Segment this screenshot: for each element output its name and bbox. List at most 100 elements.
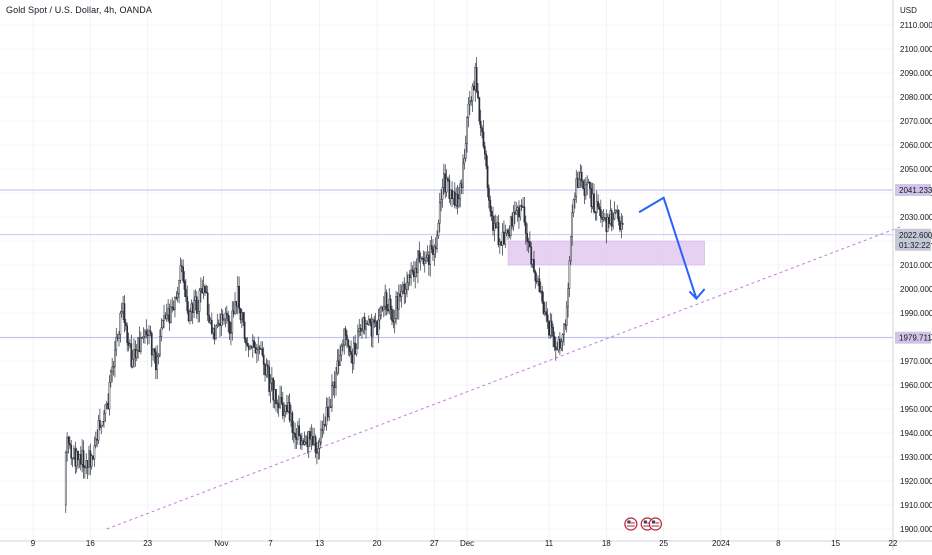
candle-body (94, 438, 97, 446)
candle-body (545, 311, 548, 316)
flag-canton (627, 520, 631, 524)
last-price-label: 2022.600 (899, 231, 932, 240)
price-tick-label: 1900.000 (900, 525, 932, 534)
candle-body (149, 330, 152, 334)
candle-body (155, 351, 157, 371)
candle-body (436, 235, 438, 249)
candle-body (473, 85, 475, 91)
candle-body (88, 450, 90, 468)
candle-body (133, 349, 135, 360)
candle-body (309, 431, 311, 440)
candle-body (589, 181, 591, 189)
candle-body (73, 448, 75, 459)
candle-body (206, 292, 209, 316)
candle-body (365, 323, 367, 330)
candle-body (359, 328, 362, 332)
candle-body (493, 223, 496, 231)
candle-body (182, 266, 185, 282)
candle-body (92, 455, 94, 460)
candle-body (556, 348, 559, 351)
candle-body (483, 146, 486, 155)
candle-body (307, 431, 310, 447)
time-tick-label: 11 (545, 539, 554, 548)
candle-body (584, 184, 587, 196)
candle-body (590, 188, 593, 207)
candle-body (501, 231, 504, 246)
candle-body (432, 248, 434, 255)
time-tick-label: Dec (460, 539, 474, 548)
candle-body (428, 254, 430, 265)
candle-body (376, 321, 378, 335)
candle-body (538, 278, 541, 292)
candle-body (358, 328, 361, 332)
candle-body (367, 319, 370, 325)
candle-body (225, 312, 228, 316)
candle-body (235, 301, 238, 307)
candle-body (135, 350, 138, 359)
candle-body (546, 314, 549, 322)
candle-body (477, 90, 479, 98)
candle-body (554, 346, 557, 350)
candle-body (363, 317, 366, 330)
candle-body (303, 441, 306, 445)
candle-body (448, 179, 451, 199)
candle-body (449, 189, 452, 199)
time-tick-label: 22 (888, 539, 897, 548)
level-label-bg (895, 331, 931, 344)
candle-body (273, 389, 276, 401)
candle-body (443, 173, 445, 188)
candle-body (93, 445, 96, 460)
horizontal-levels (0, 189, 893, 339)
candle-body (496, 222, 498, 228)
candle-body (529, 241, 531, 248)
candle-body (582, 180, 584, 189)
candle-body (620, 222, 623, 230)
candle-body (612, 218, 614, 227)
candle-body (567, 288, 569, 308)
candle-body (99, 420, 101, 428)
candle-body (96, 438, 99, 441)
candle-body (258, 347, 261, 350)
candle-body (205, 291, 208, 294)
candle-body (290, 412, 292, 421)
candle-body (283, 411, 286, 416)
price-tick-label: 2070.000 (900, 117, 932, 126)
candle-body (114, 349, 116, 367)
candle-body (292, 432, 295, 434)
candle-body (426, 254, 429, 258)
candle-body (619, 220, 621, 230)
time-tick-label: 9 (31, 539, 36, 548)
projection-arrow (638, 196, 706, 301)
candle-body (220, 313, 223, 326)
candle-body (208, 314, 210, 323)
demand-zone (507, 240, 705, 266)
candle-body (552, 326, 554, 337)
candle-body (212, 327, 215, 334)
candle-body (236, 285, 239, 307)
candle-body (161, 320, 164, 329)
level-label: 2041.233 (899, 186, 932, 195)
candle-body (170, 306, 172, 324)
projection-arrowhead (688, 288, 706, 301)
candle-body (148, 330, 150, 337)
candle-body (103, 413, 105, 422)
candle-body (126, 325, 129, 343)
candle-body (447, 178, 449, 181)
time-tick-label: 8 (776, 539, 781, 548)
candle-body (178, 280, 180, 295)
price-tick-label: 1990.000 (900, 309, 932, 318)
candles (64, 57, 624, 513)
candle-body (78, 454, 81, 460)
candle-body (466, 117, 468, 144)
candle-body (595, 201, 598, 213)
candle-body (191, 303, 194, 313)
candle-body (451, 189, 453, 199)
candle-body (333, 381, 336, 388)
candle-body (301, 440, 303, 446)
candle-body (328, 406, 331, 418)
candle-body (336, 360, 339, 374)
candle-body (399, 293, 402, 297)
candle-body (361, 329, 363, 332)
